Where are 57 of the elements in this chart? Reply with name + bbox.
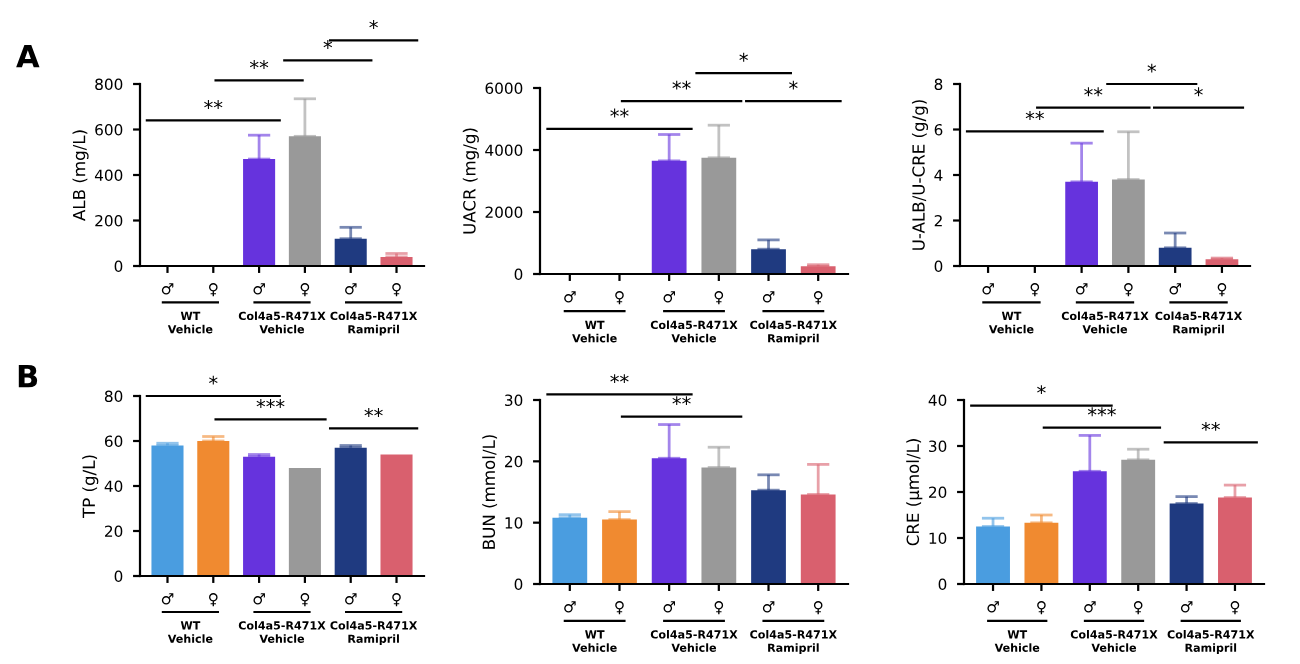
bar <box>800 494 836 584</box>
bar <box>976 526 1010 584</box>
annotation: ** <box>1201 422 1220 431</box>
text: * <box>209 375 218 385</box>
bar <box>288 136 321 266</box>
bar <box>197 441 230 576</box>
text: * <box>1147 63 1157 73</box>
bar <box>1158 247 1192 266</box>
text: B <box>18 364 38 388</box>
bar <box>243 159 276 266</box>
annotation: ** <box>204 100 223 109</box>
bar <box>651 458 687 584</box>
y-axis-title: UACR (mg/g) <box>462 128 479 234</box>
text: * <box>323 40 333 49</box>
bar <box>701 467 737 584</box>
y-axis-title: U-ALB/U-CRE (g/g) <box>911 100 929 250</box>
bar <box>1065 181 1098 266</box>
annotation: ** <box>1025 111 1044 120</box>
bar <box>334 238 367 266</box>
text: * <box>369 20 378 29</box>
bar <box>380 454 413 576</box>
bar <box>651 160 687 274</box>
annotation: * <box>1194 87 1203 97</box>
text: ** <box>610 374 629 384</box>
bar <box>243 456 276 576</box>
annotation: ** <box>672 396 691 406</box>
bar <box>800 266 836 274</box>
bar <box>1072 471 1107 584</box>
bar <box>1169 503 1204 584</box>
annotation: ** <box>610 108 629 118</box>
bar <box>288 468 321 576</box>
bar <box>1121 459 1156 584</box>
annotation: *** <box>256 399 285 408</box>
annotation: *** <box>1087 407 1116 417</box>
bar <box>334 447 367 576</box>
annotation: ** <box>1084 87 1103 97</box>
annotation: * <box>789 80 798 90</box>
bar <box>552 517 588 584</box>
bar <box>151 445 184 576</box>
annotation: ** <box>672 80 691 90</box>
bar <box>1112 179 1145 266</box>
bar <box>602 519 637 584</box>
bar <box>380 256 413 266</box>
bar <box>1024 522 1059 584</box>
bar <box>1218 497 1252 584</box>
y-axis-title: CRE (μmol/L) <box>906 439 923 546</box>
annotation: ** <box>364 408 383 417</box>
y-axis-title: ALB (mg/L) <box>72 130 89 221</box>
y-axis-title: BUN (mmol/L) <box>482 435 498 549</box>
text: A <box>16 44 40 68</box>
text: ** <box>249 60 269 69</box>
bar <box>751 249 786 274</box>
text: * <box>739 52 748 62</box>
bar <box>751 490 786 584</box>
bar <box>701 157 737 274</box>
text: * <box>1037 385 1046 395</box>
y-axis-title: TP (g/L) <box>82 455 99 519</box>
